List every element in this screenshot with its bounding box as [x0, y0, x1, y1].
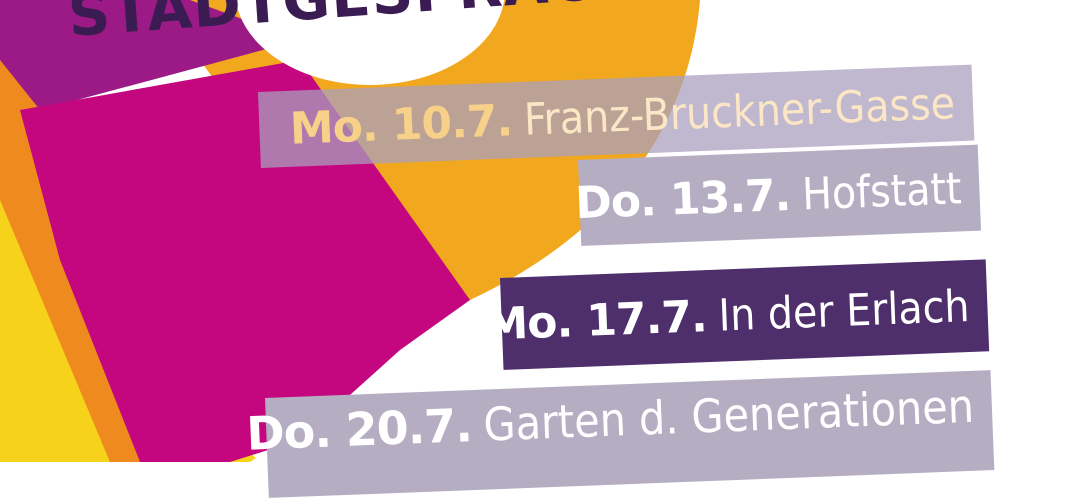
event-place: Hofstatt — [801, 162, 963, 220]
event-date: Do. 13.7. — [574, 169, 792, 229]
event-date: Do. 20.7. — [245, 398, 473, 461]
event-banner-highlighted: Mo. 17.7. In der Erlach — [483, 259, 990, 370]
event-place: In der Erlach — [717, 280, 971, 342]
event-place: Franz-Bruckner-Gasse — [523, 77, 956, 146]
event-place: Garten d. Generationen — [482, 378, 975, 452]
event-date: Mo. 17.7. — [483, 290, 708, 351]
event-date: Mo. 10.7. — [288, 94, 514, 155]
white-circle — [235, 0, 505, 85]
event-banner: Do. 13.7. Hofstatt — [574, 144, 982, 246]
yellow-shape — [0, 90, 260, 462]
purple-corner — [0, 0, 300, 110]
